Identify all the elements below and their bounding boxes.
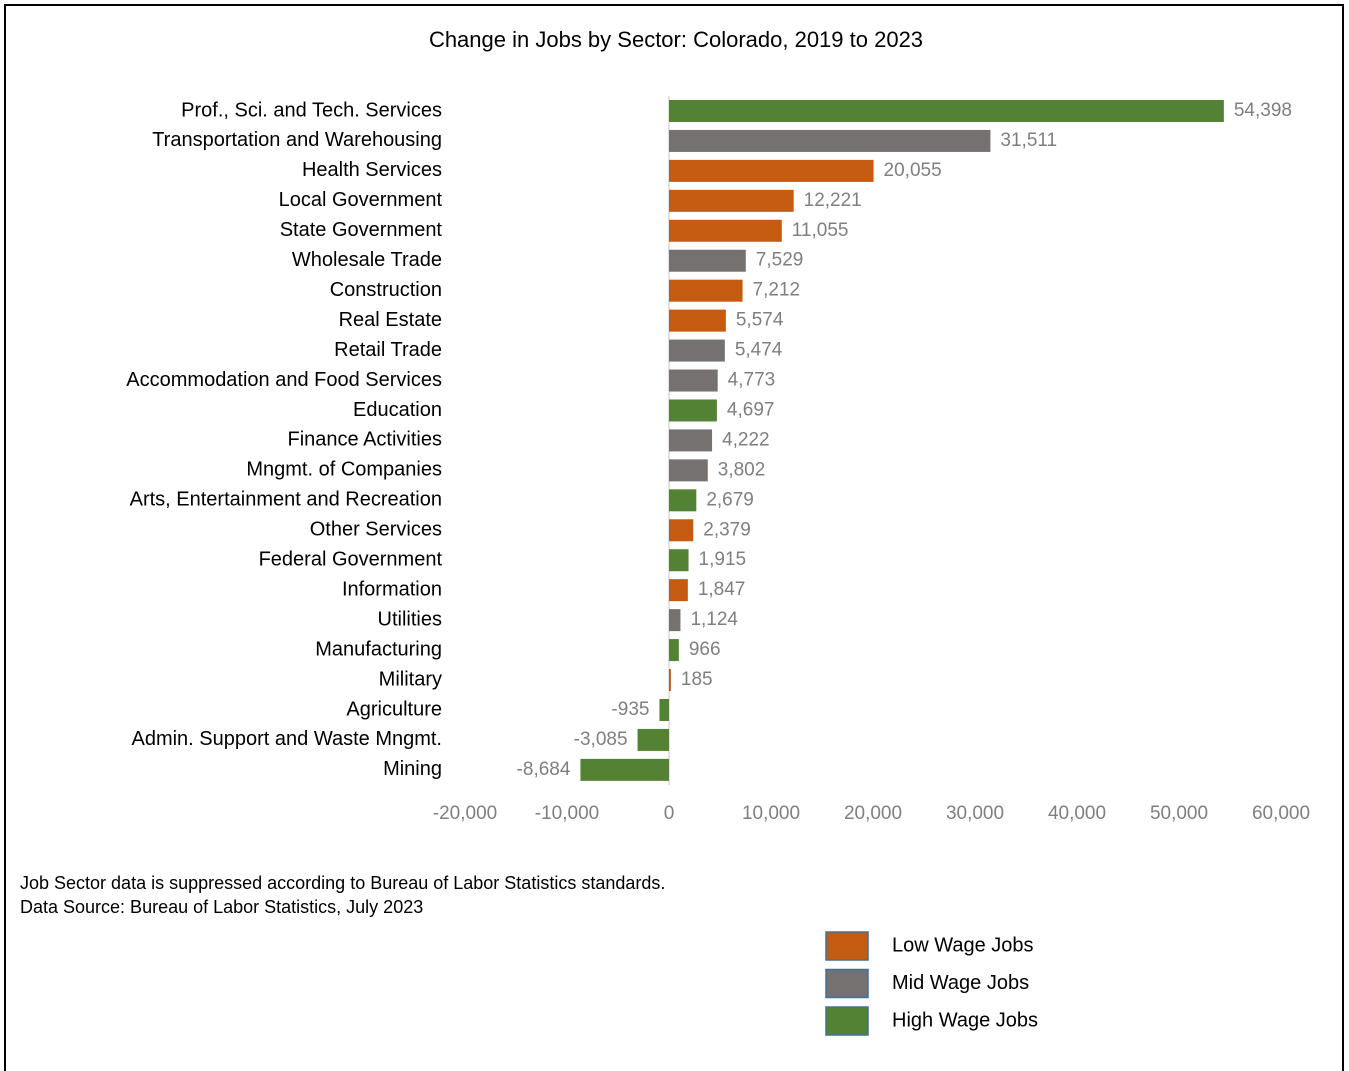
bar (669, 549, 689, 572)
legend-label: High Wage Jobs (892, 1009, 1038, 1031)
x-tick-label: 0 (664, 803, 675, 824)
category-label: Admin. Support and Waste Mngmt. (131, 728, 442, 750)
x-tick-label: -10,000 (535, 803, 599, 824)
bar (669, 459, 708, 482)
frame (4, 4, 1344, 1071)
category-label: Manufacturing (315, 638, 442, 660)
bar (580, 758, 669, 781)
value-label: 7,212 (753, 280, 801, 301)
bar (669, 399, 717, 422)
category-label: Mngmt. of Companies (246, 459, 442, 481)
bar (669, 519, 694, 542)
value-label: 966 (689, 639, 721, 660)
category-label: Local Government (279, 189, 443, 211)
category-label: State Government (280, 219, 443, 241)
bar (669, 219, 782, 242)
value-label: 1,847 (698, 579, 746, 600)
x-tick-label: 60,000 (1252, 803, 1310, 824)
bar (669, 339, 725, 362)
x-tick-label: -20,000 (433, 803, 497, 824)
category-label: Federal Government (259, 549, 443, 571)
category-label: Information (342, 578, 442, 600)
legend-swatch (825, 931, 869, 961)
category-label: Prof., Sci. and Tech. Services (181, 99, 442, 121)
legend-label: Mid Wage Jobs (892, 972, 1029, 994)
category-label: Accommodation and Food Services (126, 369, 442, 391)
bar (669, 669, 671, 692)
category-label: Real Estate (339, 309, 442, 331)
value-label: 2,379 (703, 519, 751, 540)
value-label: 5,474 (735, 340, 783, 361)
category-label: Education (353, 399, 442, 421)
value-label: 31,511 (1000, 130, 1057, 151)
bar (669, 369, 718, 392)
value-label: 185 (681, 669, 713, 690)
note: Job Sector data is suppressed according … (20, 873, 665, 893)
category-label: Military (379, 668, 442, 690)
x-tick-label: 50,000 (1150, 803, 1208, 824)
bar (669, 129, 991, 152)
value-label: 4,697 (727, 399, 775, 420)
category-label: Wholesale Trade (292, 249, 442, 271)
value-label: 12,221 (804, 190, 862, 211)
bar (669, 309, 726, 332)
value-label: 54,398 (1234, 100, 1292, 121)
value-label: 20,055 (884, 160, 942, 181)
bar (669, 579, 688, 602)
bar (669, 99, 1224, 122)
bar (669, 639, 679, 662)
value-label: 3,802 (718, 459, 766, 480)
legend-label: Low Wage Jobs (892, 934, 1034, 956)
x-tick-label: 40,000 (1048, 803, 1106, 824)
bar (669, 189, 794, 212)
bar (659, 698, 669, 721)
bar (669, 489, 697, 512)
value-label: -8,684 (517, 759, 571, 780)
category-label: Agriculture (346, 698, 442, 720)
value-label: 4,222 (722, 429, 770, 450)
category-label: Health Services (302, 159, 442, 181)
value-label: 2,679 (706, 489, 754, 510)
category-label: Mining (383, 758, 442, 780)
category-label: Transportation and Warehousing (152, 129, 442, 151)
value-label: 1,124 (690, 609, 738, 630)
x-tick-label: 20,000 (844, 803, 902, 824)
note: Data Source: Bureau of Labor Statistics,… (20, 897, 423, 917)
bar (669, 429, 713, 452)
x-tick-label: 10,000 (742, 803, 800, 824)
value-label: 5,574 (736, 310, 784, 331)
value-label: -3,085 (574, 729, 628, 750)
value-label: 4,773 (728, 370, 776, 391)
bar (669, 609, 681, 632)
category-label: Arts, Entertainment and Recreation (130, 489, 442, 511)
value-label: -935 (611, 699, 649, 720)
category-label: Utilities (378, 608, 442, 630)
legend-swatch (825, 1006, 869, 1036)
value-label: 7,529 (756, 250, 804, 271)
bar (669, 249, 746, 272)
bar (637, 728, 669, 751)
value-label: 1,915 (699, 549, 747, 570)
chart-title: Change in Jobs by Sector: Colorado, 2019… (429, 27, 923, 52)
x-tick-label: 30,000 (946, 803, 1004, 824)
value-label: 11,055 (792, 220, 849, 241)
bar (669, 279, 743, 302)
legend-swatch (825, 968, 869, 999)
category-label: Finance Activities (287, 429, 442, 451)
bar (669, 159, 874, 182)
category-label: Retail Trade (334, 339, 442, 361)
category-label: Other Services (310, 519, 442, 541)
category-label: Construction (330, 279, 442, 301)
